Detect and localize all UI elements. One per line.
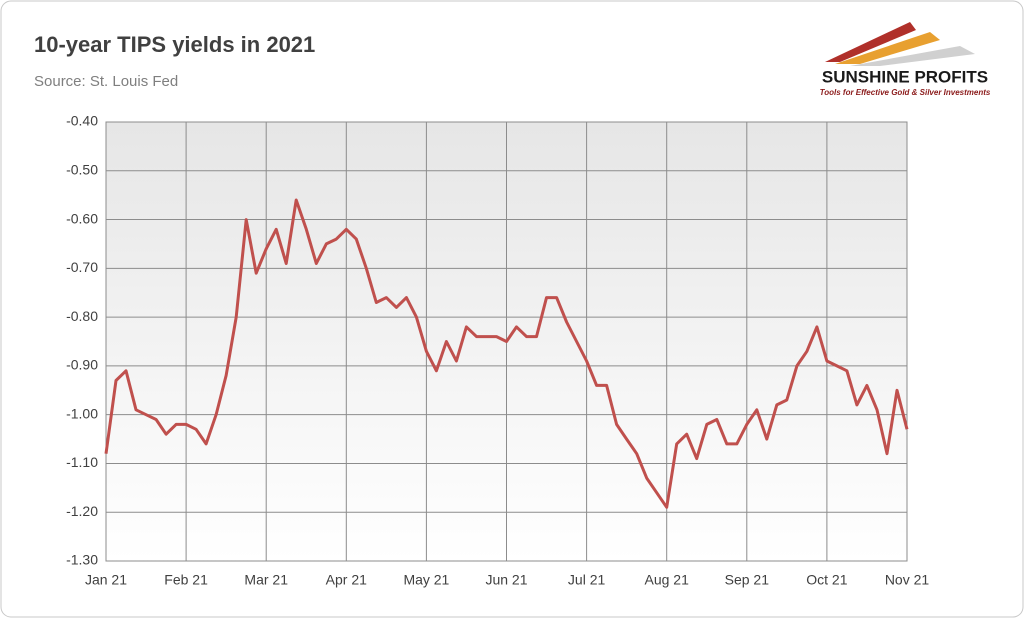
data-line xyxy=(104,198,909,509)
plot-border xyxy=(105,121,908,562)
y-tick-label: -1.10 xyxy=(66,454,98,470)
x-tick-label: Jul 21 xyxy=(568,572,606,588)
x-tick-label: Mar 21 xyxy=(244,572,288,588)
plot-layer: -0.40 -0.50 -0.60 -0.70 -0.80 -0.90 -1.00 -1.10… xyxy=(66,113,929,588)
x-tick-label: Jun 21 xyxy=(485,572,527,588)
y-tick-label: -0.40 xyxy=(66,113,98,129)
logo: SUNSHINE PROFITS Tools for Effective Gol… xyxy=(820,22,991,97)
x-tick-label: Apr 21 xyxy=(326,572,367,588)
chart-title: 10-year TIPS yields in 2021 xyxy=(34,32,315,57)
x-tick-label: Sep 21 xyxy=(725,572,770,588)
x-tick-label: Feb 21 xyxy=(164,572,208,588)
x-tick-label: Aug 21 xyxy=(645,572,690,588)
logo-mark xyxy=(835,32,940,64)
chart-subtitle: Source: St. Louis Fed xyxy=(34,73,178,90)
y-tick-label: -0.70 xyxy=(66,259,98,275)
y-tick-label: -0.80 xyxy=(66,308,98,324)
y-tick-label: -0.50 xyxy=(66,161,98,177)
y-tick-label: -0.60 xyxy=(66,210,98,226)
logo-mark xyxy=(850,46,975,66)
logo-name: SUNSHINE PROFITS xyxy=(822,67,988,86)
y-tick-label: -1.30 xyxy=(66,552,98,568)
logo-tagline: Tools for Effective Gold & Silver Invest… xyxy=(820,88,991,97)
y-tick-label: -1.20 xyxy=(66,503,98,519)
logo-mark xyxy=(825,22,916,62)
x-tick-label: Nov 21 xyxy=(885,572,930,588)
y-tick-label: -0.90 xyxy=(66,357,98,373)
y-tick-label: -1.00 xyxy=(66,405,98,421)
x-tick-label: Oct 21 xyxy=(806,572,847,588)
x-tick-label: Jan 21 xyxy=(85,572,127,588)
x-tick-label: May 21 xyxy=(403,572,449,588)
